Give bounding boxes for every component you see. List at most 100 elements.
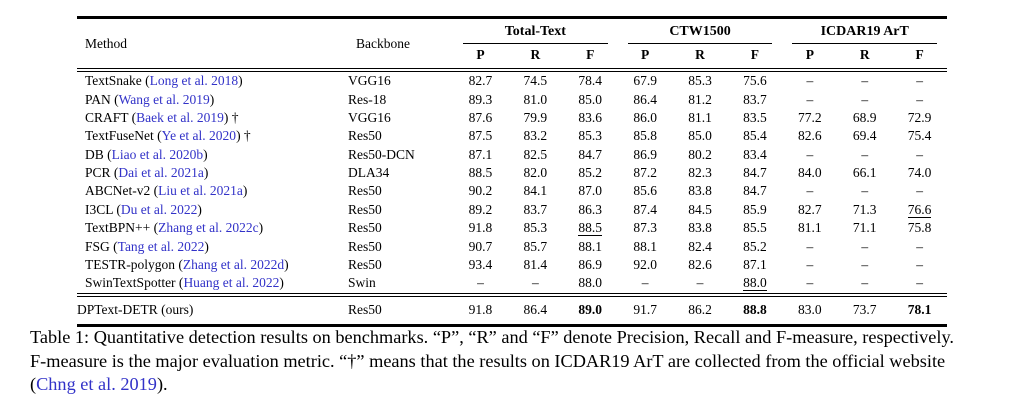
method-name-suffix: ) <box>284 256 289 272</box>
metric-value-cell: 82.6 <box>673 256 728 274</box>
method-name: TextSnake ( <box>85 73 150 89</box>
table-caption: Table 1: Quantitative detection results … <box>30 326 998 397</box>
method-citation-link[interactable]: Liu et al. 2021a <box>158 183 243 199</box>
metric-value: 78.1 <box>907 301 932 317</box>
method-name-suffix: ) <box>209 91 215 107</box>
caption-citation-link[interactable]: Chng et al. 2019 <box>36 374 157 394</box>
method-citation-link[interactable]: Dai et al. 2021a <box>118 165 204 181</box>
results-table: Method Backbone Total-Text CTW1500 ICDAR… <box>77 16 948 327</box>
metric-value: 85.8 <box>633 128 657 144</box>
method-name-suffix: ) <box>203 146 208 162</box>
method-citation-link[interactable]: Zhang et al. 2022d <box>182 256 285 272</box>
method-citation-link[interactable]: Baek et al. 2019 <box>136 109 224 125</box>
method-citation-link[interactable]: Huang et al. 2022 <box>183 275 280 291</box>
metric-value: 88.8 <box>743 301 767 317</box>
metric-value: 84.7 <box>743 165 767 181</box>
metric-value: – <box>916 183 923 199</box>
metric-value: – <box>806 256 814 272</box>
table-row: SwinTextSpotter (Huang et al. 2022) Swin –… <box>77 274 947 294</box>
metric-value-cell: – <box>453 274 508 294</box>
metric-value-cell: 84.1 <box>508 182 563 200</box>
method-citation-link[interactable]: Wang et al. 2019 <box>118 91 210 107</box>
metric-value: – <box>806 238 814 254</box>
backbone-cell: Res50 <box>348 238 382 254</box>
metric-value: 82.7 <box>798 201 822 217</box>
method-name: TextBPN++ ( <box>85 220 159 236</box>
backbone-cell: Res50-DCN <box>348 146 415 162</box>
method-name-suffix: ) <box>279 275 284 291</box>
metric-value-cell: 75.8 <box>892 219 947 237</box>
metric-value-cell: – <box>508 274 563 294</box>
metric-header-p: P <box>476 47 485 62</box>
method-name-suffix: ) <box>204 238 209 254</box>
metric-value-cell: 77.2 <box>782 109 837 127</box>
metric-value-cell: – <box>892 237 947 255</box>
metric-value-cell: – <box>782 274 837 294</box>
metric-value-cell: 88.1 <box>618 237 673 255</box>
table-row: TESTR-polygon (Zhang et al. 2022d) Res50 9… <box>77 256 947 274</box>
table-row: ABCNet-v2 (Liu et al. 2021a) Res50 90.2 84.… <box>77 182 947 200</box>
method-citation-link[interactable]: Zhang et al. 2022c <box>158 220 259 236</box>
metric-value: 83.8 <box>688 183 712 199</box>
metric-value-cell: 66.1 <box>837 164 892 182</box>
metric-value-cell: 88.1 <box>563 237 618 255</box>
method-citation-link[interactable]: Ye et al. 2020 <box>161 128 237 144</box>
group-header-total-text: Total-Text <box>453 18 618 44</box>
backbone-cell: Res50 <box>348 301 382 317</box>
metric-value: 86.9 <box>633 146 657 162</box>
metric-value: 75.4 <box>907 128 932 144</box>
metric-value-cell: – <box>892 90 947 108</box>
metric-value: 83.5 <box>743 109 767 125</box>
metric-value: 75.8 <box>907 220 932 236</box>
metric-value: 82.6 <box>688 256 712 272</box>
method-citation-link[interactable]: Liao et al. 2020b <box>111 146 204 162</box>
metric-value-cell: – <box>782 70 837 90</box>
table-row: CRAFT (Baek et al. 2019) † VGG16 87.6 79.9 8… <box>77 109 947 127</box>
table-row: PAN (Wang et al. 2019) Res-18 89.3 81.0 85.0… <box>77 90 947 108</box>
metric-value-cell: 84.7 <box>727 164 782 182</box>
metric-value: 85.3 <box>578 128 603 144</box>
metric-value: 82.3 <box>688 165 712 181</box>
metric-value: 85.6 <box>633 183 657 199</box>
metric-value: 66.1 <box>852 165 877 181</box>
method-name: DB ( <box>85 146 112 162</box>
method-cell: DPText-DETR (ours) <box>77 295 348 326</box>
metric-value-cell: 82.3 <box>673 164 728 182</box>
group-header-label: Total-Text <box>463 24 608 44</box>
metric-value: 93.4 <box>468 256 493 272</box>
metric-value-cell: 88.0 <box>563 274 618 294</box>
metric-value-cell: 85.9 <box>727 201 782 219</box>
metric-value-cell: – <box>892 182 947 200</box>
table-row: DB (Liao et al. 2020b) Res50-DCN 87.1 82.5 8… <box>77 146 947 164</box>
method-name: SwinTextSpotter ( <box>85 275 184 291</box>
table-row: FSG (Tang et al. 2022) Res50 90.7 85.7 88.1 8… <box>77 237 947 255</box>
metric-value-cell: 86.2 <box>673 295 728 326</box>
metric-value-cell: 81.1 <box>673 109 728 127</box>
metric-value-cell: 82.6 <box>782 127 837 145</box>
metric-value: 84.1 <box>523 183 548 199</box>
metric-value-cell: 85.7 <box>508 237 563 255</box>
method-citation-link[interactable]: Du et al. 2022 <box>120 201 198 217</box>
metric-value: 89.3 <box>468 91 493 107</box>
metric-value-cell: 87.3 <box>618 219 673 237</box>
metric-value-cell: – <box>837 182 892 200</box>
metric-value-cell: – <box>782 182 837 200</box>
metric-value-cell: 87.0 <box>563 182 618 200</box>
metric-value: 86.9 <box>578 256 603 272</box>
metric-value: 75.6 <box>743 73 767 89</box>
metric-value-cell: – <box>837 274 892 294</box>
metric-value-cell: 84.0 <box>782 164 837 182</box>
table-body: TextSnake (Long et al. 2018) VGG16 82.7 74.… <box>77 70 948 326</box>
table-row: I3CL (Du et al. 2022) Res50 89.2 83.7 86.3 87… <box>77 201 947 219</box>
metric-value: 74.0 <box>907 165 932 181</box>
metric-value-cell: 71.1 <box>837 219 892 237</box>
method-citation-link[interactable]: Tang et al. 2022 <box>117 238 205 254</box>
metric-value-cell: 92.0 <box>618 256 673 274</box>
method-citation-link[interactable]: Long et al. 2018 <box>149 73 239 89</box>
metric-value-cell: 86.4 <box>508 295 563 326</box>
backbone-cell: VGG16 <box>348 109 391 125</box>
metric-value: 83.6 <box>578 109 603 125</box>
metric-value-cell: 89.2 <box>453 201 508 219</box>
method-name: PCR ( <box>85 165 119 181</box>
metric-value-cell: 80.2 <box>673 146 728 164</box>
